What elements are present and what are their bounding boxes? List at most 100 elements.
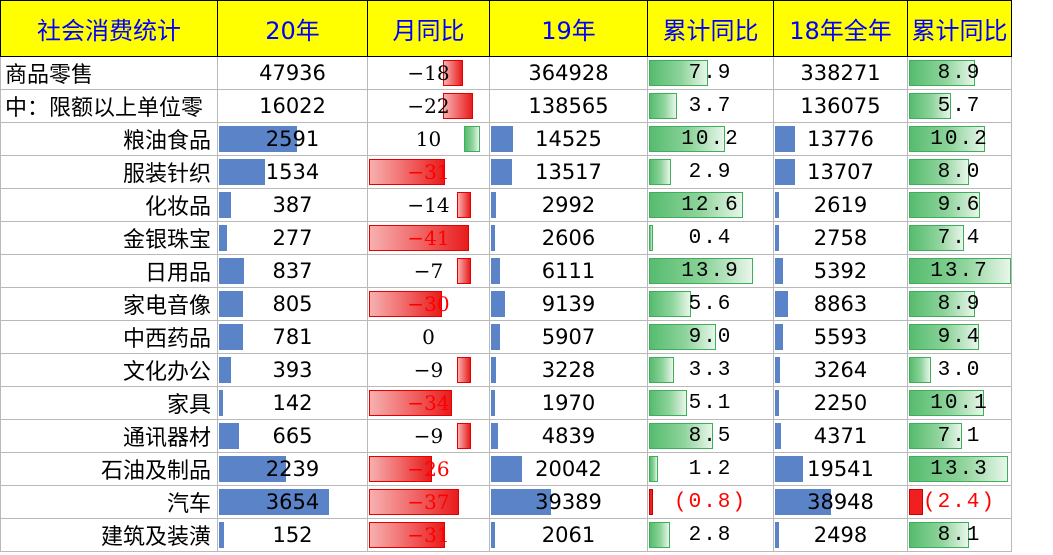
cell-cum19[interactable]: 2.8 (647, 518, 774, 552)
cell-cum19[interactable]: 10.2 (647, 122, 774, 156)
cell-cum18[interactable]: 7.4 (907, 221, 1012, 255)
cell-cum19[interactable]: 3.7 (647, 89, 774, 123)
cell-mom[interactable]: −14 (367, 188, 490, 222)
cell-2019[interactable]: 13517 (489, 155, 648, 189)
cell-cum19[interactable]: 7.9 (647, 56, 774, 90)
cell-cum19[interactable]: 5.6 (647, 287, 774, 321)
cell-2018[interactable]: 2758 (773, 221, 908, 255)
cell-2019[interactable]: 364928 (489, 56, 648, 90)
cell-mom[interactable]: −37 (367, 485, 490, 519)
cell-2020[interactable]: 16022 (217, 89, 368, 123)
cell-2020[interactable]: 1534 (217, 155, 368, 189)
cell-2020[interactable]: 805 (217, 287, 368, 321)
cell-2018[interactable]: 338271 (773, 56, 908, 90)
cell-2018[interactable]: 38948 (773, 485, 908, 519)
cell-mom[interactable]: 0 (367, 320, 490, 354)
cell-2018[interactable]: 3264 (773, 353, 908, 387)
row-label[interactable]: 建筑及装潢 (0, 518, 218, 552)
cell-cum19[interactable]: 13.9 (647, 254, 774, 288)
row-label[interactable]: 石油及制品 (0, 452, 218, 486)
cell-2018[interactable]: 2498 (773, 518, 908, 552)
row-label[interactable]: 化妆品 (0, 188, 218, 222)
cell-cum18[interactable]: (2.4) (907, 485, 1012, 519)
cell-2020[interactable]: 47936 (217, 56, 368, 90)
cell-mom[interactable]: −30 (367, 287, 490, 321)
cell-2019[interactable]: 14525 (489, 122, 648, 156)
cell-mom[interactable]: −31 (367, 155, 490, 189)
cell-cum18[interactable]: 8.0 (907, 155, 1012, 189)
cell-mom[interactable]: −7 (367, 254, 490, 288)
cell-2019[interactable]: 6111 (489, 254, 648, 288)
row-label[interactable]: 中：限额以上单位零 (0, 89, 218, 123)
cell-2018[interactable]: 8863 (773, 287, 908, 321)
cell-2019[interactable]: 9139 (489, 287, 648, 321)
header-cell[interactable]: 月同比 (367, 0, 490, 57)
cell-2019[interactable]: 2992 (489, 188, 648, 222)
cell-2018[interactable]: 136075 (773, 89, 908, 123)
cell-cum19[interactable]: 3.3 (647, 353, 774, 387)
cell-2018[interactable]: 13707 (773, 155, 908, 189)
cell-2020[interactable]: 665 (217, 419, 368, 453)
cell-2019[interactable]: 5907 (489, 320, 648, 354)
cell-cum19[interactable]: (0.8) (647, 485, 774, 519)
row-label[interactable]: 通讯器材 (0, 419, 218, 453)
cell-mom[interactable]: −18 (367, 56, 490, 90)
cell-cum19[interactable]: 2.9 (647, 155, 774, 189)
cell-2020[interactable]: 2239 (217, 452, 368, 486)
cell-cum18[interactable]: 5.7 (907, 89, 1012, 123)
cell-2019[interactable]: 2061 (489, 518, 648, 552)
cell-2020[interactable]: 393 (217, 353, 368, 387)
cell-mom[interactable]: −34 (367, 386, 490, 420)
cell-2020[interactable]: 387 (217, 188, 368, 222)
cell-cum18[interactable]: 8.9 (907, 287, 1012, 321)
row-label[interactable]: 粮油食品 (0, 122, 218, 156)
cell-2018[interactable]: 5392 (773, 254, 908, 288)
cell-cum18[interactable]: 9.4 (907, 320, 1012, 354)
row-label[interactable]: 中西药品 (0, 320, 218, 354)
cell-2019[interactable]: 39389 (489, 485, 648, 519)
row-label[interactable]: 服装针织 (0, 155, 218, 189)
cell-cum18[interactable]: 13.7 (907, 254, 1012, 288)
header-cell[interactable]: 累计同比 (907, 0, 1012, 57)
cell-2019[interactable]: 138565 (489, 89, 648, 123)
cell-mom[interactable]: −41 (367, 221, 490, 255)
cell-2018[interactable]: 2250 (773, 386, 908, 420)
cell-2019[interactable]: 1970 (489, 386, 648, 420)
cell-2020[interactable]: 781 (217, 320, 368, 354)
cell-2018[interactable]: 19541 (773, 452, 908, 486)
cell-2019[interactable]: 4839 (489, 419, 648, 453)
cell-mom[interactable]: −9 (367, 419, 490, 453)
cell-cum19[interactable]: 0.4 (647, 221, 774, 255)
row-label[interactable]: 日用品 (0, 254, 218, 288)
row-label[interactable]: 家电音像 (0, 287, 218, 321)
cell-mom[interactable]: 10 (367, 122, 490, 156)
cell-2020[interactable]: 3654 (217, 485, 368, 519)
cell-mom[interactable]: −22 (367, 89, 490, 123)
cell-mom[interactable]: −26 (367, 452, 490, 486)
cell-2019[interactable]: 2606 (489, 221, 648, 255)
row-label[interactable]: 金银珠宝 (0, 221, 218, 255)
row-label[interactable]: 文化办公 (0, 353, 218, 387)
cell-2020[interactable]: 152 (217, 518, 368, 552)
cell-2018[interactable]: 5593 (773, 320, 908, 354)
cell-mom[interactable]: −9 (367, 353, 490, 387)
cell-cum18[interactable]: 7.1 (907, 419, 1012, 453)
cell-cum18[interactable]: 8.1 (907, 518, 1012, 552)
cell-cum18[interactable]: 10.2 (907, 122, 1012, 156)
row-label[interactable]: 商品零售 (0, 56, 218, 90)
cell-cum19[interactable]: 9.0 (647, 320, 774, 354)
header-cell[interactable]: 社会消费统计 (0, 0, 218, 57)
cell-cum18[interactable]: 10.1 (907, 386, 1012, 420)
cell-cum18[interactable]: 8.9 (907, 56, 1012, 90)
cell-2018[interactable]: 2619 (773, 188, 908, 222)
cell-2018[interactable]: 4371 (773, 419, 908, 453)
cell-cum19[interactable]: 5.1 (647, 386, 774, 420)
cell-cum18[interactable]: 13.3 (907, 452, 1012, 486)
cell-2020[interactable]: 837 (217, 254, 368, 288)
cell-mom[interactable]: −31 (367, 518, 490, 552)
header-cell[interactable]: 累计同比 (647, 0, 774, 57)
cell-2018[interactable]: 13776 (773, 122, 908, 156)
cell-2020[interactable]: 277 (217, 221, 368, 255)
cell-cum19[interactable]: 1.2 (647, 452, 774, 486)
header-cell[interactable]: 20年 (217, 0, 368, 57)
